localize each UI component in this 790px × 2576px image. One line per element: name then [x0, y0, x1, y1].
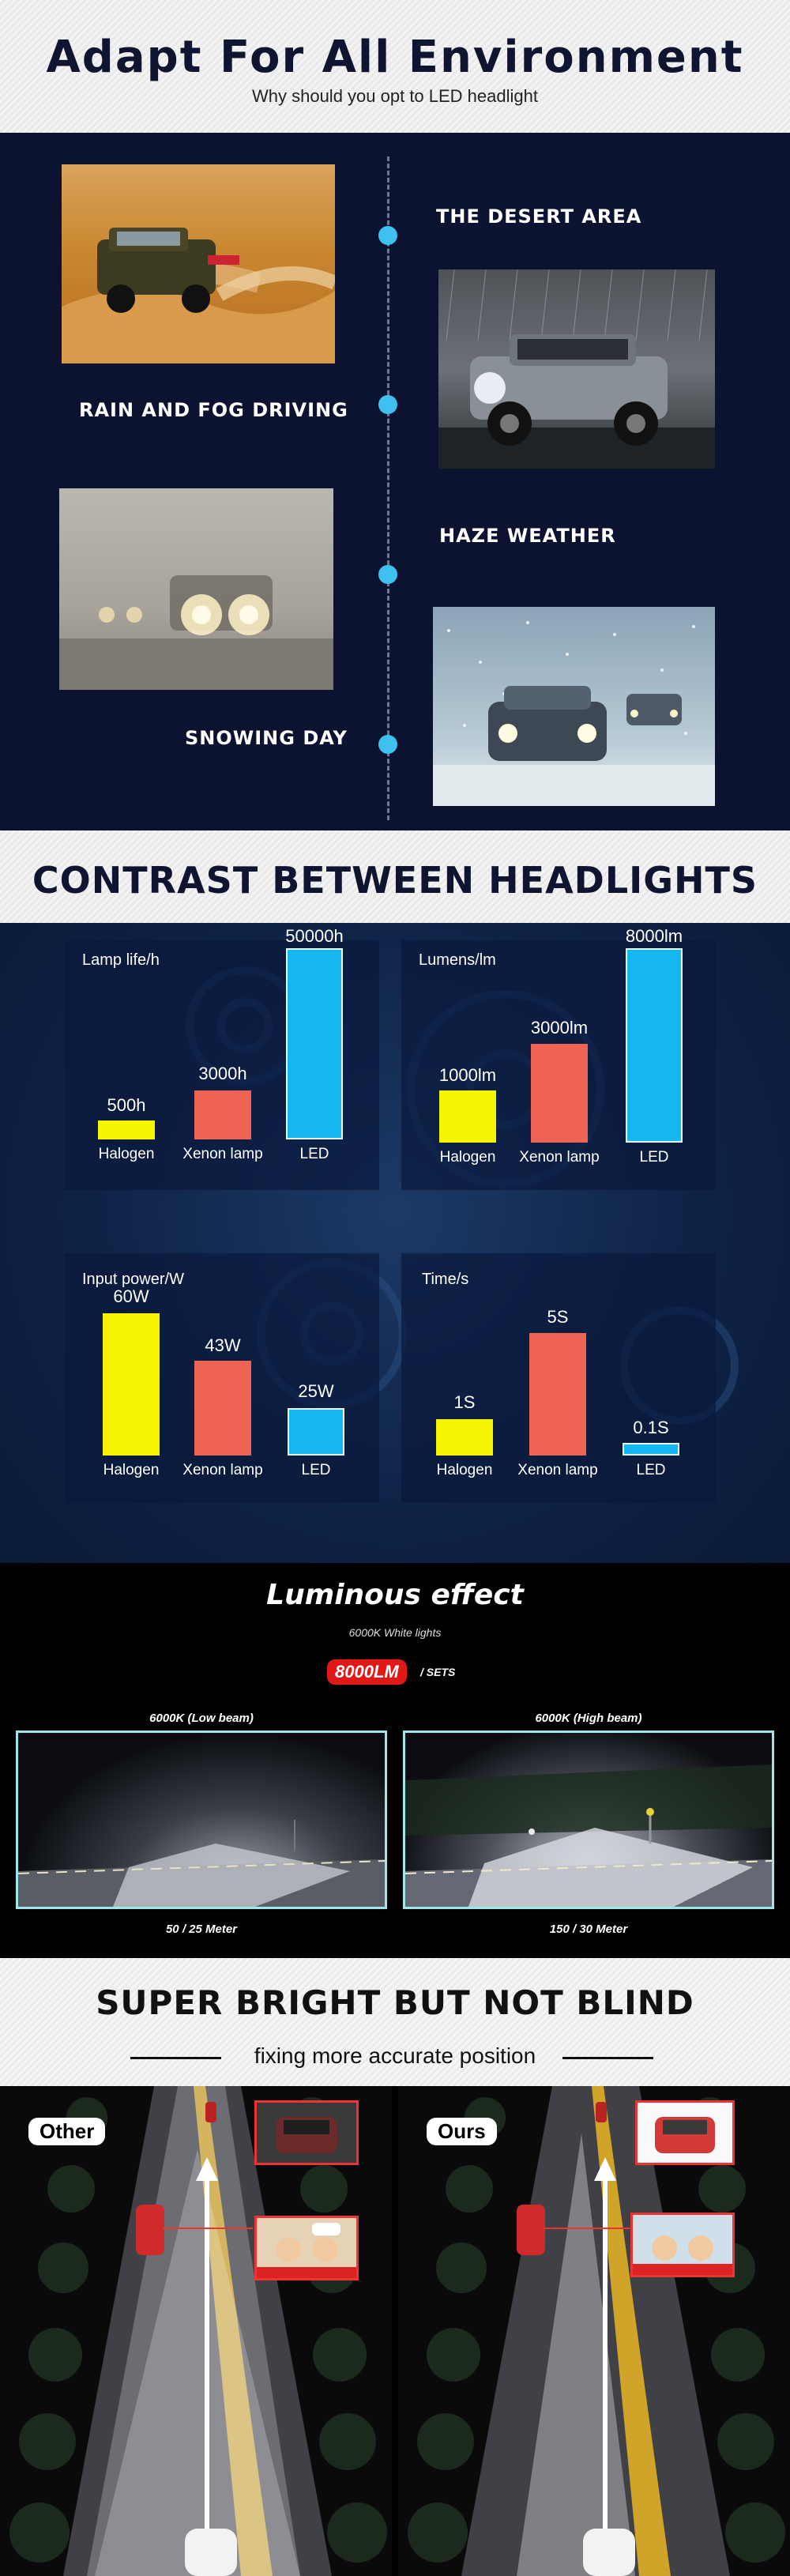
- chart-title: Lamp life/h: [82, 951, 160, 969]
- divider-right: [562, 2057, 653, 2059]
- value-label-xenon: 5S: [547, 1307, 569, 1327]
- value-label-halogen: 500h: [107, 1095, 146, 1115]
- bar-led: [288, 1408, 344, 1456]
- rain-photo: [438, 269, 715, 469]
- bar-led: [626, 948, 683, 1143]
- timeline-dot: [378, 735, 397, 754]
- other-car-inset: [254, 2100, 359, 2165]
- env-label-rain: RAIN AND FOG DRIVING: [79, 399, 348, 421]
- category-label-halogen: Halogen: [103, 1462, 160, 1478]
- bar-xenon: [531, 1044, 588, 1143]
- category-label-led: LED: [299, 1146, 329, 1162]
- timeline-dot: [378, 395, 397, 414]
- value-label-led: 0.1S: [633, 1418, 669, 1437]
- desert-photo: [62, 164, 335, 363]
- lumens-badge: 8000LM: [327, 1659, 407, 1685]
- chart-title: Lumens/lm: [419, 951, 496, 969]
- bar-led: [623, 1443, 679, 1456]
- environment-header: Adapt For All Environment Why should you…: [0, 0, 790, 133]
- environment-title: Adapt For All Environment: [46, 32, 744, 83]
- ours-label: Ours: [427, 2118, 497, 2145]
- env-label-desert: THE DESERT AREA: [436, 205, 642, 228]
- bar-led: [286, 948, 343, 1139]
- chart-title: Time/s: [422, 1271, 469, 1288]
- value-label-xenon: 3000h: [198, 1064, 247, 1083]
- chart-input-power: Input power/W 60W Halogen 43W Xenon lamp…: [65, 1253, 379, 1503]
- ours-driver-inset: [630, 2213, 735, 2277]
- bright-subtitle: fixing more accurate position: [254, 2043, 536, 2068]
- low-beam-distance: 50 / 25 Meter: [165, 1923, 238, 1936]
- value-label-halogen: 1000lm: [438, 1065, 497, 1085]
- bar-halogen: [439, 1090, 496, 1143]
- chart-lamp-life: Lamp life/h 500h Halogen 3000h Xenon lam…: [65, 926, 379, 1190]
- timeline-line: [387, 156, 389, 820]
- lumens-suffix: / SETS: [420, 1666, 456, 1678]
- bright-title: SUPER BRIGHT BUT NOT BLIND: [96, 1983, 694, 2022]
- category-label-halogen: Halogen: [98, 1146, 155, 1162]
- ours-car-inset: [635, 2100, 735, 2165]
- category-label-xenon: Xenon lamp: [182, 1146, 263, 1162]
- category-label-led: LED: [639, 1149, 669, 1166]
- divider-left: [130, 2057, 221, 2059]
- low-beam-photo: [16, 1731, 387, 1909]
- category-label-led: LED: [636, 1462, 666, 1478]
- high-beam-photo: [403, 1731, 774, 1909]
- category-label-xenon: Xenon lamp: [517, 1462, 598, 1478]
- snow-photo: [433, 607, 715, 806]
- luminous-subtitle: 6000K White lights: [348, 1626, 442, 1639]
- luminous-section: Luminous effect 6000K White lights 8000L…: [0, 1563, 790, 1958]
- luminous-title: Luminous effect: [266, 1579, 524, 1611]
- value-label-led: 8000lm: [625, 926, 683, 946]
- bar-xenon: [194, 1090, 251, 1139]
- value-label-halogen: 1S: [453, 1392, 476, 1412]
- category-label-halogen: Halogen: [436, 1462, 493, 1478]
- timeline-dot: [378, 565, 397, 584]
- value-label-xenon: 3000lm: [530, 1018, 589, 1038]
- comparison-section: Other: [0, 2086, 790, 2576]
- value-label-xenon: 43W: [205, 1335, 241, 1355]
- category-label-xenon: Xenon lamp: [519, 1149, 600, 1166]
- env-label-haze: HAZE WEATHER: [439, 525, 616, 547]
- high-beam-label: 6000K (High beam): [535, 1712, 642, 1725]
- bar-halogen: [103, 1313, 160, 1456]
- ours-road-panel: Ours: [398, 2086, 790, 2576]
- chart-time: Time/s 1S Halogen 5S Xenon lamp 0.1S LED: [401, 1253, 716, 1503]
- contrast-title: CONTRAST BETWEEN HEADLIGHTS: [32, 859, 758, 902]
- bar-halogen: [98, 1120, 155, 1139]
- value-label-led: 50000h: [285, 926, 344, 946]
- environment-subtitle: Why should you opt to LED headlight: [251, 86, 538, 106]
- chart-title: Input power/W: [82, 1271, 184, 1288]
- category-label-led: LED: [301, 1462, 331, 1478]
- chart-lumens: Lumens/lm 1000lm Halogen 3000lm Xenon la…: [401, 926, 716, 1190]
- category-label-xenon: Xenon lamp: [182, 1462, 263, 1478]
- other-driver-inset: [254, 2216, 359, 2280]
- high-beam-distance: 150 / 30 Meter: [549, 1923, 628, 1936]
- haze-photo: [59, 488, 333, 690]
- bar-xenon: [529, 1333, 586, 1456]
- bar-halogen: [436, 1419, 493, 1456]
- env-label-snow: SNOWING DAY: [185, 727, 348, 749]
- contrast-header: CONTRAST BETWEEN HEADLIGHTS: [0, 830, 790, 923]
- low-beam-label: 6000K (Low beam): [149, 1712, 254, 1725]
- value-label-led: 25W: [298, 1381, 334, 1401]
- environment-timeline: THE DESERT AREA RAIN AND FOG DRIVING: [0, 133, 790, 830]
- value-label-halogen: 60W: [113, 1286, 149, 1306]
- other-road-panel: Other: [0, 2086, 392, 2576]
- contrast-charts: Lamp life/h 500h Halogen 3000h Xenon lam…: [0, 923, 790, 1563]
- bright-header: SUPER BRIGHT BUT NOT BLIND fixing more a…: [0, 1958, 790, 2086]
- timeline-dot: [378, 226, 397, 245]
- other-label: Other: [28, 2118, 106, 2145]
- bar-xenon: [194, 1361, 251, 1456]
- category-label-halogen: Halogen: [439, 1149, 496, 1166]
